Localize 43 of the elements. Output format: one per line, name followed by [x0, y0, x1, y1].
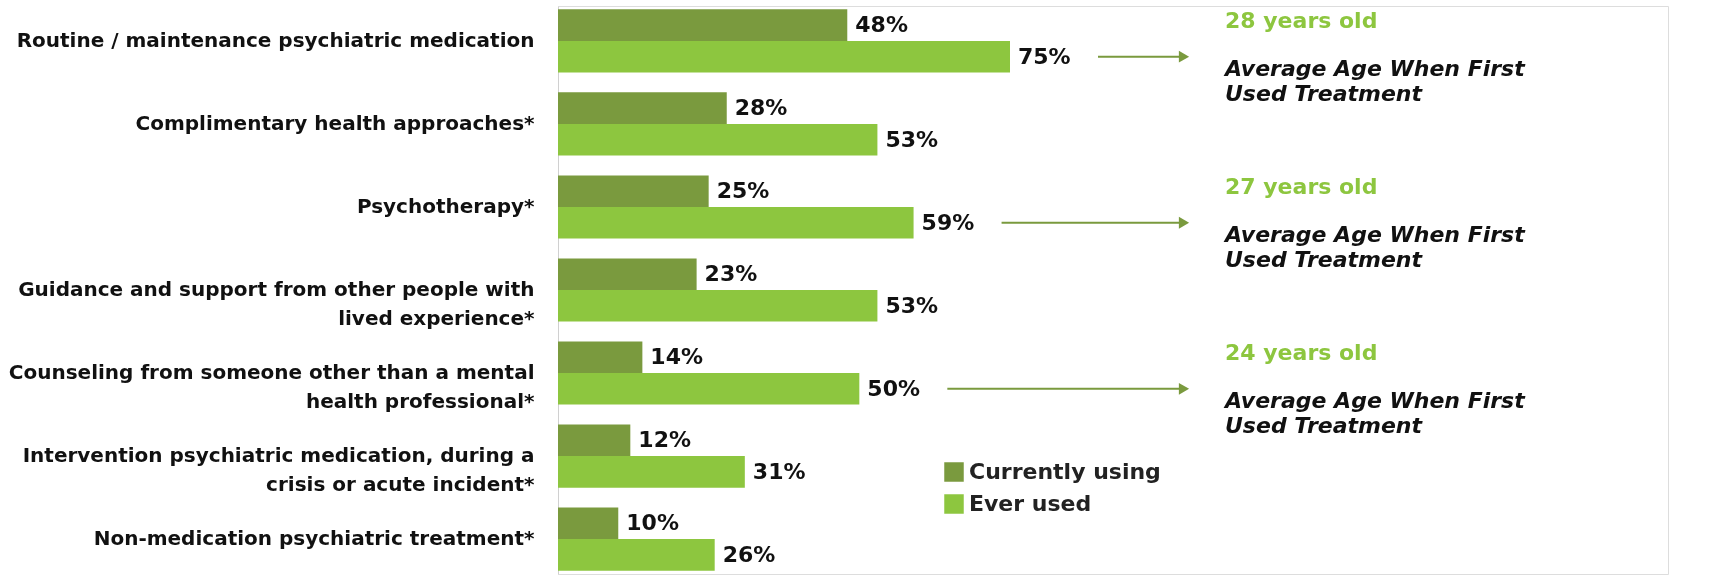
- data-label: 26%: [722, 541, 776, 567]
- text: Average Age When First Used Treatment: [1223, 221, 1527, 272]
- bar: [558, 373, 860, 405]
- text: 27 years old: [1225, 174, 1378, 200]
- data-label: 23%: [704, 261, 758, 287]
- data-label: 48%: [855, 12, 908, 38]
- bar: [558, 206, 914, 239]
- bar: [558, 175, 709, 207]
- bar: [558, 123, 878, 156]
- bar: [558, 9, 848, 41]
- bar: [558, 456, 745, 488]
- data-label: 59%: [921, 209, 975, 235]
- data-label: 12%: [638, 427, 691, 453]
- y-tick-label: Intervention psychiatric medication, during a crisis or acute incident*: [22, 443, 536, 497]
- data-label: 25%: [716, 178, 770, 204]
- y-tick-label: Counseling from someone other than a mental health professional*: [8, 360, 536, 414]
- data-label: 28%: [734, 95, 788, 121]
- y-tick-label: Psychotherapy*: [356, 193, 536, 218]
- bar: [558, 40, 1010, 73]
- bar: [558, 92, 727, 124]
- legend-label: Currently using: [969, 459, 1161, 484]
- bar: [558, 507, 619, 540]
- y-tick-label: Routine / maintenance psychiatric medication: [16, 27, 535, 52]
- data-label: 53%: [885, 126, 939, 152]
- data-label: 75%: [1018, 43, 1071, 69]
- data-label: 10%: [626, 510, 679, 536]
- data-label: 50%: [867, 375, 921, 401]
- bar: [558, 539, 715, 571]
- text: Average Age When First Used Treatment: [1223, 55, 1527, 106]
- data-label: 14%: [650, 344, 704, 370]
- legend-label: Ever used: [969, 491, 1092, 516]
- text: 24 years old: [1225, 340, 1378, 366]
- data-label: 31%: [752, 458, 806, 484]
- bar: [558, 424, 631, 457]
- y-tick-label: Non-medication psychiatric treatment*: [93, 526, 536, 551]
- bar: [558, 258, 697, 290]
- bar: [558, 341, 643, 374]
- text: 28 years old: [1225, 8, 1378, 34]
- y-tick-label: Guidance and support from other people with lived experience*: [18, 277, 536, 330]
- data-label: 53%: [885, 292, 939, 318]
- bar: [558, 290, 878, 322]
- text: Average Age When First Used Treatment: [1223, 387, 1527, 438]
- y-tick-label: Complimentary health approaches*: [135, 110, 536, 135]
